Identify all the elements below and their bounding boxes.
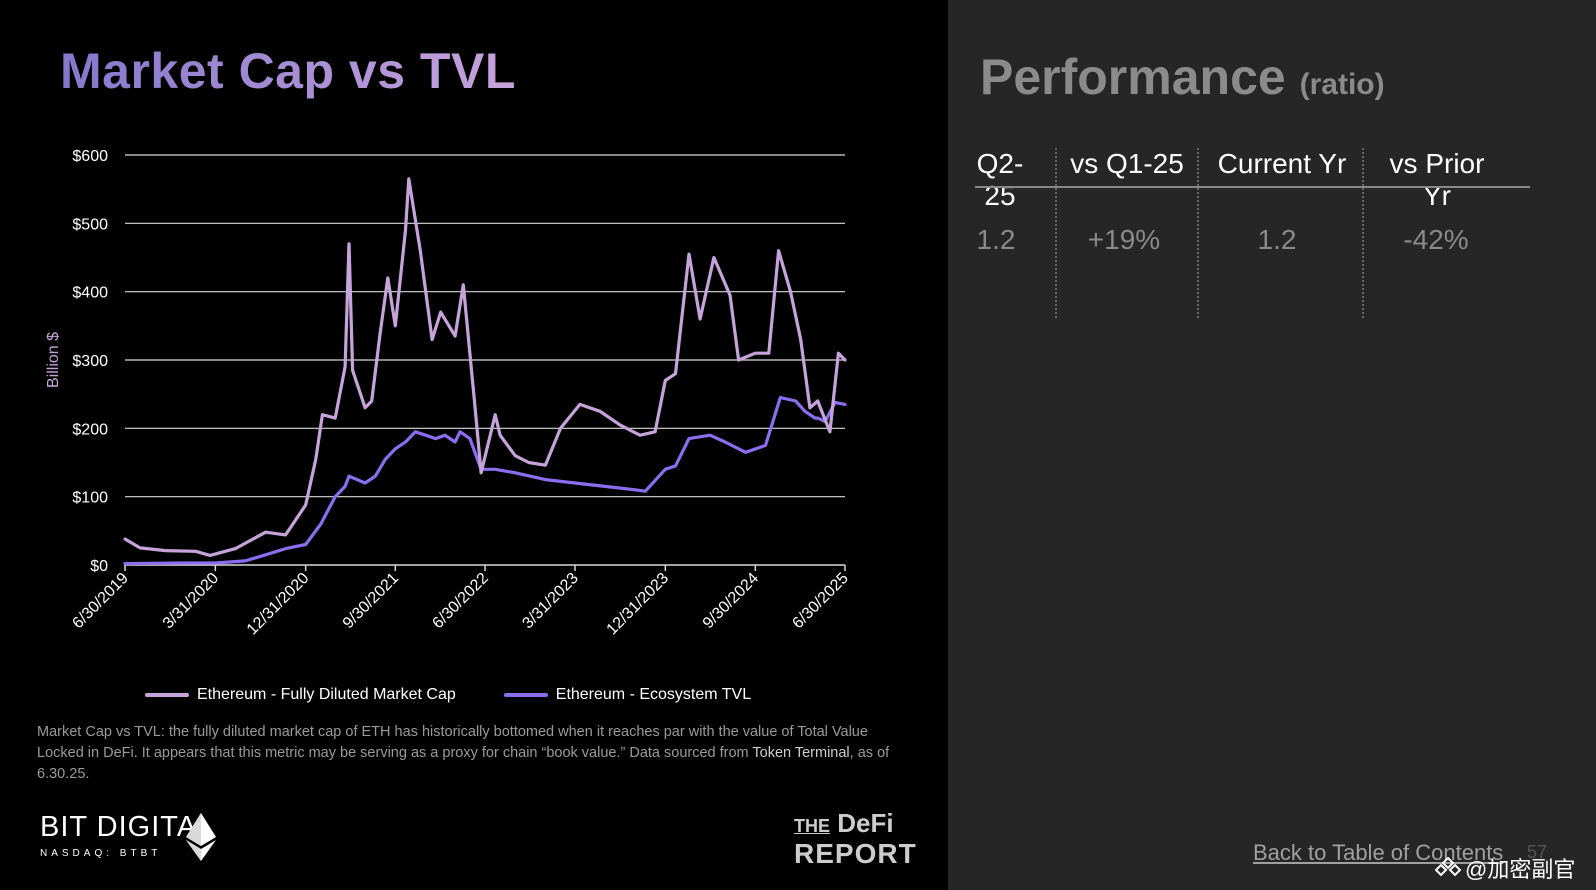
series-line-market-cap <box>123 177 847 558</box>
chart-note: Market Cap vs TVL: the fully diluted mar… <box>37 722 897 785</box>
defi-logo-report: REPORT <box>794 838 917 869</box>
x-tick-label: 9/30/2024 <box>700 570 762 632</box>
legend-label-market-cap: Ethereum - Fully Diluted Market Cap <box>197 686 456 703</box>
x-tick-label: 6/30/2022 <box>429 570 491 632</box>
performance-title: Performance (ratio) <box>980 48 1385 106</box>
y-tick-label: $300 <box>72 353 108 370</box>
series-line-tvl <box>123 396 847 566</box>
header-vs-prior-yr: vs Prior Yr <box>1389 148 1485 211</box>
chart-note-date: , as of 6.30.25. <box>37 745 890 782</box>
value-q2-25: 1.2 <box>976 224 1016 255</box>
ethereum-icon <box>186 813 216 861</box>
x-tick-label: 12/31/2023 <box>604 570 673 639</box>
header-vs-q1-25: vs Q1-25 <box>1070 148 1184 179</box>
legend-item-market-cap: Ethereum - Fully Diluted Market Cap <box>145 686 456 704</box>
y-tick-label: $200 <box>72 421 108 438</box>
bit-digital-logo: BIT DIGITAL NASDAQ: BTBT <box>40 812 214 859</box>
y-axis-label: Billion $ <box>45 332 62 388</box>
defi-logo-the: THE <box>794 816 830 836</box>
watermark-diamond-icon <box>1435 857 1461 877</box>
header-q2-25: Q2-25 <box>976 148 1024 211</box>
market-cap-vs-tvl-chart: $0 $100 $200 $300 $400 $500 $600 6/30/2019 3/31… <box>45 148 852 639</box>
x-tick-label: 3/31/2023 <box>519 570 581 632</box>
column-divider <box>1055 148 1057 318</box>
column-divider <box>1362 148 1364 318</box>
chart-legend: Ethereum - Fully Diluted Market Cap Ethe… <box>145 686 751 704</box>
left-panel: Market Cap vs TVL $0 $100 $200 $300 $400 $500… <box>37 43 917 869</box>
header-current-yr: Current Yr <box>1217 148 1347 179</box>
legend-label-tvl: Ethereum - Ecosystem TVL <box>555 686 752 703</box>
legend-swatch-tvl <box>503 693 548 697</box>
y-tick-label: $0 <box>90 558 108 575</box>
defi-logo-defi: DeFi <box>837 808 894 838</box>
value-vs-prior-yr: -42% <box>1403 224 1469 255</box>
page-number: 57 <box>1527 842 1548 862</box>
x-tick-label: 9/30/2021 <box>340 570 402 632</box>
token-terminal-source: Token Terminal <box>752 745 850 761</box>
back-to-table-of-contents-link[interactable]: Back to Table of Contents <box>1253 840 1504 865</box>
y-tick-label: $600 <box>72 148 108 165</box>
performance-subtitle: (ratio) <box>1299 68 1385 101</box>
chart-title: Market Cap vs TVL <box>60 43 516 99</box>
value-vs-q1-25: +19% <box>1087 224 1161 255</box>
value-current-yr: 1.2 <box>1257 224 1297 255</box>
table-header-divider <box>975 186 1530 188</box>
bit-digital-name: BIT DIGITAL <box>40 811 215 843</box>
legend-swatch-market-cap <box>145 693 189 697</box>
legend-item-tvl: Ethereum - Ecosystem TVL <box>503 686 752 704</box>
bit-digital-ticker: NASDAQ: BTBT <box>40 848 162 859</box>
watermark: @加密副官 <box>1435 852 1575 884</box>
x-tick-label: 6/30/2019 <box>69 570 131 632</box>
chart-note-text: Market Cap vs TVL: the fully diluted mar… <box>37 724 868 761</box>
column-divider <box>1197 148 1199 318</box>
defi-report-logo: THE DeFi REPORT <box>794 808 917 869</box>
x-tick-label: 12/31/2020 <box>244 570 313 639</box>
y-tick-label: $500 <box>72 216 108 233</box>
right-panel <box>948 0 1596 890</box>
y-tick-label: $100 <box>72 490 108 507</box>
performance-title-text: Performance <box>980 49 1286 105</box>
watermark-text: @加密副官 <box>1465 857 1576 882</box>
y-tick-label: $400 <box>72 285 108 302</box>
x-tick-label: 3/31/2020 <box>160 570 222 632</box>
x-tick-label: 6/30/2025 <box>789 570 851 632</box>
